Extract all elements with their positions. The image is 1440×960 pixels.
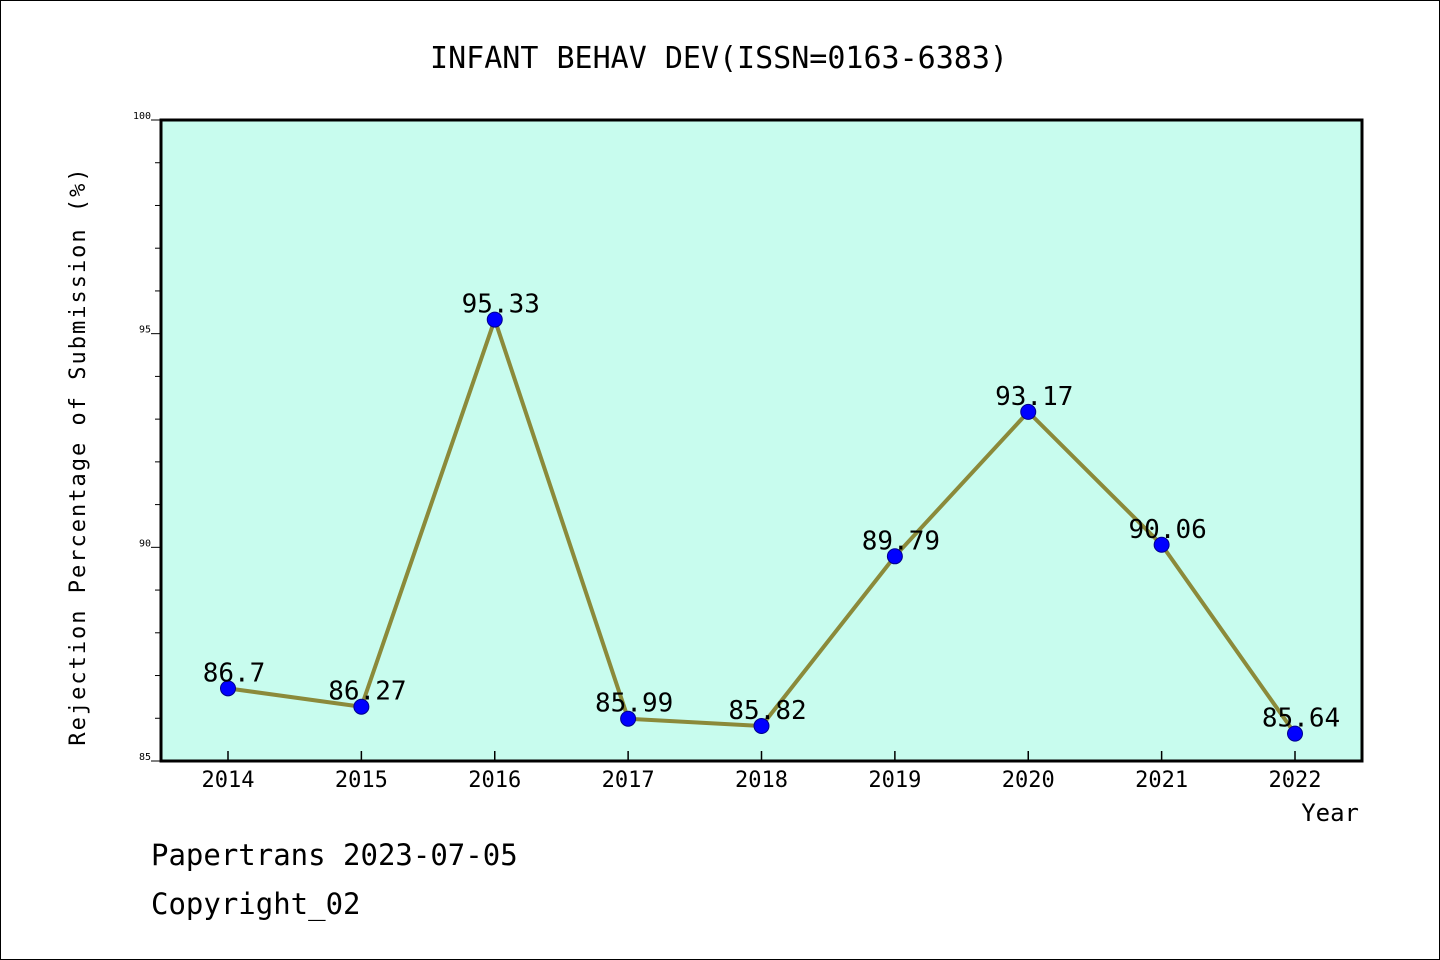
series-layer: 86.7 86.27 95.33 85.99 85.82 89.79 93.17 90.06 8… [203,290,1340,742]
chart-title: INFANT BEHAV DEV(ISSN=0163-6383) [430,41,1008,76]
x-tick-label: 2019 [868,768,921,793]
data-point [1020,403,1037,420]
data-label: 93.17 [995,382,1073,412]
x-tick-label: 2017 [602,768,655,793]
data-label: 85.82 [728,696,806,726]
x-tick-label: 2020 [1002,768,1055,793]
x-tick-label: 2014 [202,768,255,793]
data-label: 90.06 [1128,515,1206,545]
y-tick-label: 85 [139,752,151,763]
footer-line-1: Papertrans 2023-07-05 [151,838,518,872]
x-tick-label: 2016 [468,768,521,793]
x-axis: 2014 2015 2016 2017 2018 2019 2020 2021 2022 [202,751,1322,793]
data-point [1153,536,1170,553]
data-label: 85.99 [595,689,673,719]
x-tick-label: 2022 [1269,768,1322,793]
data-label: 89.79 [862,526,940,556]
x-axis-label: Year [1301,799,1359,827]
data-point [220,680,236,697]
data-label: 85.64 [1262,704,1340,734]
y-tick-label: 100 [133,111,151,122]
data-label: 86.7 [203,658,266,688]
data-point [1287,725,1303,742]
y-tick-label: 90 [139,538,151,549]
y-tick-label: 95 [139,325,151,336]
x-tick-label: 2021 [1135,768,1188,793]
data-point [486,311,503,328]
y-axis: 85 90 95 100 [133,111,161,763]
data-point [886,548,903,565]
data-point [620,710,637,727]
data-label: 95.33 [462,290,540,320]
data-label: 86.27 [328,677,406,707]
plot-area [159,118,1364,763]
data-point [353,698,370,715]
x-tick-label: 2018 [735,768,788,793]
y-axis-label: Rejection Percentage of Submission (%) [66,166,91,745]
x-tick-label: 2015 [335,768,388,793]
footer-line-2: Copyright_02 [151,887,361,922]
data-point [753,717,770,734]
